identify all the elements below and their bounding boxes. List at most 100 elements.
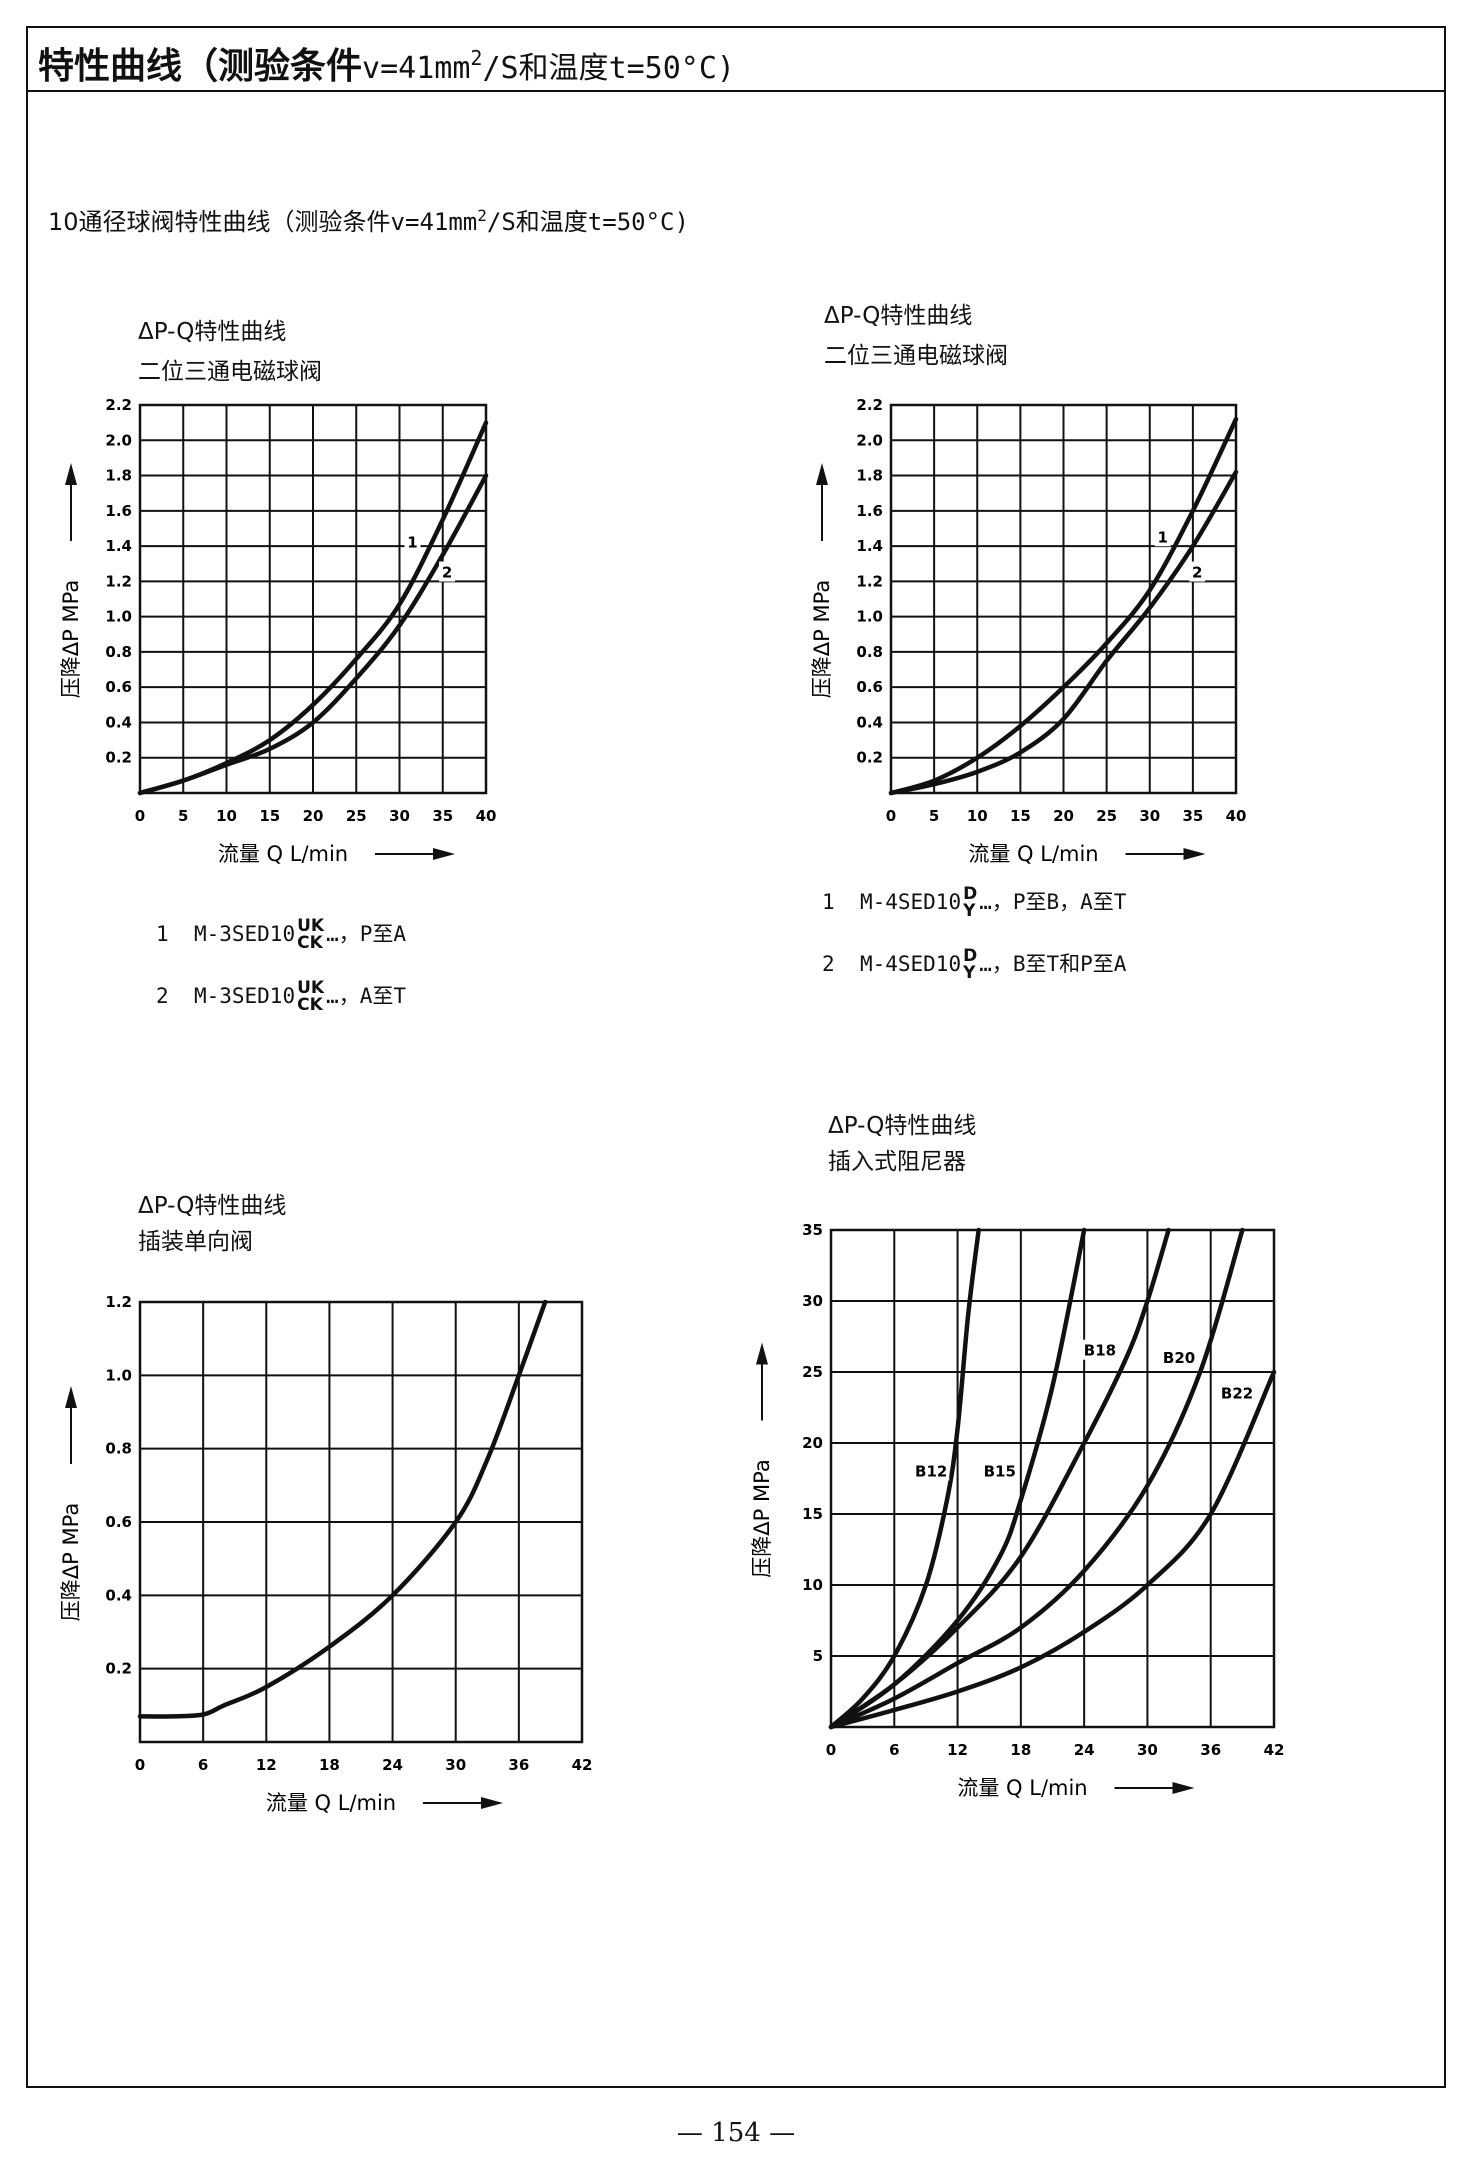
y-tick-label: 20 (802, 1434, 823, 1452)
chart2-subtitle: 二位三通电磁球阀 (824, 343, 1008, 369)
x-axis-arrow-head (1172, 1782, 1195, 1794)
curve-label: 2 (1192, 564, 1202, 582)
series-line-2 (137, 473, 489, 796)
x-tick-label: 36 (1200, 1741, 1221, 1759)
x-tick-label: 30 (1137, 1741, 1158, 1759)
x-tick-label: 36 (508, 1756, 529, 1774)
y-tick-label: 1.0 (105, 1366, 132, 1384)
x-tick-label: 40 (476, 807, 497, 825)
legend-variant-bottom: CK (297, 933, 323, 953)
legend-variant-stack: UK CK (297, 918, 324, 952)
chart1-legend-1: 1 M-3SED10 UK CK …，P至A (156, 918, 406, 952)
subtitle-prefix: 10通径球阀特性曲线（测验条件 (48, 208, 391, 236)
subtitle-mid: /S和温度 (486, 208, 588, 236)
curve-label-bg (404, 531, 421, 552)
legend-code: M-4SED10 (859, 952, 962, 976)
y-axis-arrow-head (816, 463, 828, 485)
title-sup: 2 (470, 46, 483, 70)
legend-variant-top: UK (297, 916, 325, 936)
series-line-B20 (828, 1227, 1245, 1730)
legend-rest: …，P至B，A至T (979, 890, 1127, 914)
y-tick-label: 1.0 (105, 608, 132, 626)
page-frame: 特性曲线（测验条件v=41mm2/S和温度t=50°C) (26, 26, 1446, 2088)
curve-label: 2 (442, 564, 452, 582)
series-line-B18 (828, 1227, 1171, 1730)
x-axis-label: 流量 Q L/min (266, 1791, 396, 1815)
subtitle-condition: v=41mm (390, 208, 478, 236)
x-tick-label: 10 (216, 807, 237, 825)
curve-label-bg (913, 1460, 950, 1481)
legend-num: 2 (156, 984, 169, 1008)
series-line-B22 (828, 1369, 1277, 1730)
y-tick-label: 0.8 (105, 643, 132, 661)
chart4-title: ΔP-Q特性曲线 (828, 1113, 977, 1139)
y-tick-label: 1.2 (856, 572, 883, 590)
y-axis-arrow-head (756, 1342, 768, 1365)
chart2-legend-2: 2 M-4SED10 D Y …，B至T和P至A (822, 948, 1126, 982)
legend-rest: …，B至T和P至A (979, 952, 1127, 976)
chart1-subtitle: 二位三通电磁球阀 (138, 359, 322, 385)
y-tick-label: 2.0 (856, 431, 883, 449)
y-tick-label: 5 (813, 1647, 823, 1665)
curve-label: B20 (1163, 1349, 1195, 1367)
subtitle-sup: 2 (477, 206, 487, 225)
x-tick-label: 0 (135, 807, 145, 825)
curve-label: B18 (1084, 1342, 1116, 1360)
y-tick-label: 0.6 (856, 678, 883, 696)
title-mid: /S和温度 (482, 51, 609, 86)
y-tick-label: 1.8 (105, 467, 132, 485)
legend-code: M-3SED10 (193, 984, 296, 1008)
curve-label: 1 (407, 534, 417, 552)
y-tick-label: 10 (802, 1576, 823, 1594)
x-tick-label: 12 (947, 1741, 968, 1759)
x-tick-label: 42 (572, 1756, 593, 1774)
y-axis-arrow-head (65, 463, 77, 485)
x-tick-label: 20 (1053, 807, 1074, 825)
series-line-B12 (828, 1227, 981, 1730)
chart2-title: ΔP-Q特性曲线 (824, 303, 973, 329)
x-tick-label: 25 (1096, 807, 1117, 825)
header-bar: 特性曲线（测验条件v=41mm2/S和温度t=50°C) (28, 28, 1444, 92)
y-axis-arrow-head (65, 1386, 77, 1408)
curve-label-bg (1161, 1346, 1198, 1367)
legend-num: 1 (156, 922, 169, 946)
plot-frame (829, 1228, 1276, 1729)
y-tick-label: 0.2 (856, 749, 883, 767)
x-tick-label: 25 (346, 807, 367, 825)
section-subtitle: 10通径球阀特性曲线（测验条件v=41mm2/S和温度t=50°C) (48, 202, 689, 237)
x-tick-label: 15 (1010, 807, 1031, 825)
plot-frame (889, 403, 1238, 795)
x-tick-label: 42 (1264, 1741, 1285, 1759)
legend-variant-top: UK (297, 978, 325, 998)
chart2-legend-1: 1 M-4SED10 D Y …，P至B，A至T (822, 886, 1126, 920)
x-tick-label: 20 (303, 807, 324, 825)
legend-rest: …，P至A (326, 922, 407, 946)
x-axis-arrow-head (481, 1797, 503, 1809)
legend-code: M-4SED10 (859, 890, 962, 914)
title-condition2: t=50°C) (608, 51, 735, 86)
x-axis-arrow-head (1183, 848, 1206, 860)
series-line-1 (888, 416, 1239, 796)
y-axis-label: 压降ΔP MPa (59, 580, 83, 698)
curve-label: B15 (984, 1462, 1016, 1480)
curve-label-bg (1154, 526, 1171, 547)
plot-frame (138, 1300, 584, 1744)
x-tick-label: 15 (259, 807, 280, 825)
curve-label: B22 (1221, 1384, 1253, 1402)
x-tick-label: 0 (826, 1741, 836, 1759)
legend-variant-bottom: CK (297, 995, 323, 1015)
legend-rest: …，A至T (326, 984, 407, 1008)
curve-label-bg (1219, 1382, 1256, 1403)
y-tick-label: 2.2 (105, 396, 132, 414)
x-tick-label: 30 (389, 807, 410, 825)
legend-variant-bottom: Y (963, 901, 976, 921)
y-tick-label: 30 (802, 1292, 823, 1310)
x-tick-label: 30 (1139, 807, 1160, 825)
x-tick-label: 30 (445, 1756, 466, 1774)
x-tick-label: 40 (1226, 807, 1247, 825)
curve-label-bg (1189, 561, 1206, 582)
